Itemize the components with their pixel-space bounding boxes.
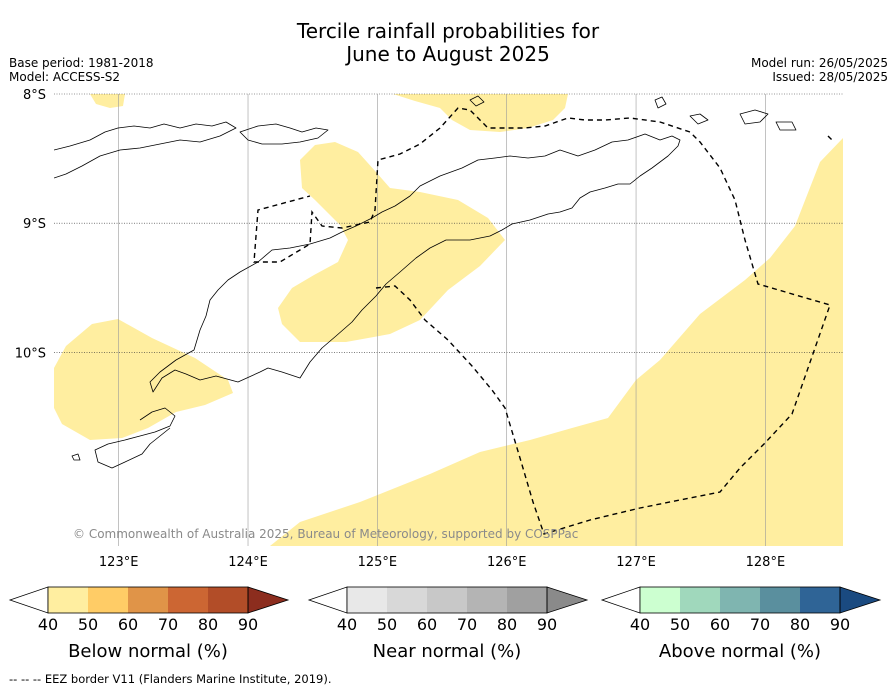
colorbar-segment: [760, 587, 800, 613]
shade-region-west: [54, 319, 233, 440]
lon-tick-label: 125°E: [358, 555, 398, 570]
colorbar-title: Above normal (%): [659, 641, 821, 662]
base-period: Base period: 1981-2018: [9, 56, 154, 70]
colorbar-over-arrow: [839, 586, 882, 614]
colorbar-under-arrow: [307, 586, 348, 614]
coastline-island-small-4: [689, 113, 709, 125]
longitude-labels: 123°E 124°E 125°E 126°E 127°E 128°E: [99, 555, 785, 570]
lat-tick-label: 9°S: [23, 217, 46, 232]
eez-footnote: -- -- -- EEZ border V11 (Flanders Marine…: [9, 672, 332, 686]
colorbar-segment: [208, 587, 248, 613]
colorbar-segment: [48, 587, 88, 613]
colorbar-title: Near normal (%): [373, 641, 522, 662]
colorbar-segment: [467, 587, 507, 613]
shade-region-south-east: [270, 138, 843, 546]
colorbar-over-arrow: [247, 586, 290, 614]
colorbar-1: 40 50 60 70 80 90 Below normal (%): [8, 586, 290, 662]
colorbar-segment: [88, 587, 128, 613]
colorbar-tick-label: 60: [417, 615, 437, 634]
colorbar-tick-label: 70: [457, 615, 477, 634]
colorbar-segment: [680, 587, 720, 613]
coastline-alor: [239, 123, 329, 145]
colorbar-tick-label: 70: [158, 615, 178, 634]
lat-tick-label: 10°S: [15, 346, 46, 361]
colorbar-tick-label: 80: [790, 615, 810, 634]
probability-shading: [54, 94, 843, 546]
colorbar-tick-label: 40: [630, 615, 650, 634]
lon-tick-label: 124°E: [228, 555, 268, 570]
shade-region-north-central: [393, 94, 568, 132]
coastline-sawu: [71, 453, 81, 461]
colorbar-tick-label: 50: [78, 615, 98, 634]
colorbar-segment: [507, 587, 547, 613]
eez-borders: [253, 107, 833, 535]
colorbar-tick-label: 60: [118, 615, 138, 634]
model-run: Model run: 26/05/2025: [750, 56, 888, 70]
colorbar-tick-label: 50: [670, 615, 690, 634]
colorbar-segment: [720, 587, 760, 613]
meta-left: Base period: 1981-2018 Model: ACCESS-S2: [9, 56, 154, 84]
lon-tick-label: 128°E: [746, 555, 786, 570]
colorbar-frame: [47, 586, 249, 614]
colorbar-under-arrow: [8, 586, 49, 614]
colorbar-tick-label: 90: [238, 615, 258, 634]
graticule: [54, 93, 843, 546]
colorbar-tick-label: 50: [377, 615, 397, 634]
shade-region-north-west: [90, 94, 125, 108]
meta-right: Model run: 26/05/2025 Issued: 28/05/2025: [751, 56, 888, 84]
eez-border-timor-leste: [253, 107, 831, 535]
coastline-island-small-3: [775, 121, 797, 131]
issued-date: Issued: 28/05/2025: [772, 70, 888, 84]
coastline-timor: [149, 133, 681, 393]
model-name: Model: ACCESS-S2: [9, 70, 121, 84]
colorbar-under-arrow: [600, 586, 641, 614]
colorbar-segment: [347, 587, 387, 613]
colorbar-tick-label: 40: [337, 615, 357, 634]
coastline-island-small-2: [739, 109, 769, 125]
colorbar-tick-label: 40: [38, 615, 58, 634]
coastline-island-small-1: [654, 96, 667, 109]
lat-tick-label: 8°S: [23, 88, 46, 103]
colorbar-segment: [128, 587, 168, 613]
colorbar-3: 40 50 60 70 80 90 Above normal (%): [600, 586, 882, 662]
colorbar-frame: [639, 586, 841, 614]
colorbar-segment: [387, 587, 427, 613]
colorbar-tick-label: 90: [830, 615, 850, 634]
colorbar-segment: [168, 587, 208, 613]
coastline-flores-east: [54, 121, 237, 179]
latitude-labels: 8°S 9°S 10°S: [15, 88, 46, 361]
eez-border-north-east-stub: [827, 135, 833, 141]
lon-tick-label: 127°E: [616, 555, 656, 570]
colorbar-tick-label: 60: [710, 615, 730, 634]
colorbar-segment: [640, 587, 680, 613]
shade-region-central: [278, 142, 505, 342]
colorbar-tick-label: 80: [198, 615, 218, 634]
colorbar-segment: [427, 587, 467, 613]
chart-title: Tercile rainfall probabilities for June …: [0, 20, 896, 66]
copyright-notice: © Commonwealth of Australia 2025, Bureau…: [73, 527, 578, 541]
colorbar-frame: [346, 586, 548, 614]
title-line-2: June to August 2025: [346, 42, 550, 66]
lon-tick-label: 123°E: [99, 555, 139, 570]
coastlines: [54, 95, 797, 469]
title-line-1: Tercile rainfall probabilities for: [296, 19, 600, 43]
lon-tick-label: 126°E: [487, 555, 527, 570]
colorbar-tick-label: 90: [537, 615, 557, 634]
coastline-rote: [94, 407, 176, 469]
colorbar-title: Below normal (%): [68, 641, 228, 662]
colorbar-tick-label: 70: [750, 615, 770, 634]
colorbar-tick-label: 80: [497, 615, 517, 634]
colorbar-over-arrow: [546, 586, 589, 614]
colorbar-legends: 40 50 60 70 80 90 Below normal (%) 40 50 60 70 80 90…: [8, 586, 882, 662]
coastline-wetar: [469, 95, 485, 107]
colorbar-2: 40 50 60 70 80 90 Near normal (%): [307, 586, 589, 662]
colorbar-segment: [800, 587, 840, 613]
